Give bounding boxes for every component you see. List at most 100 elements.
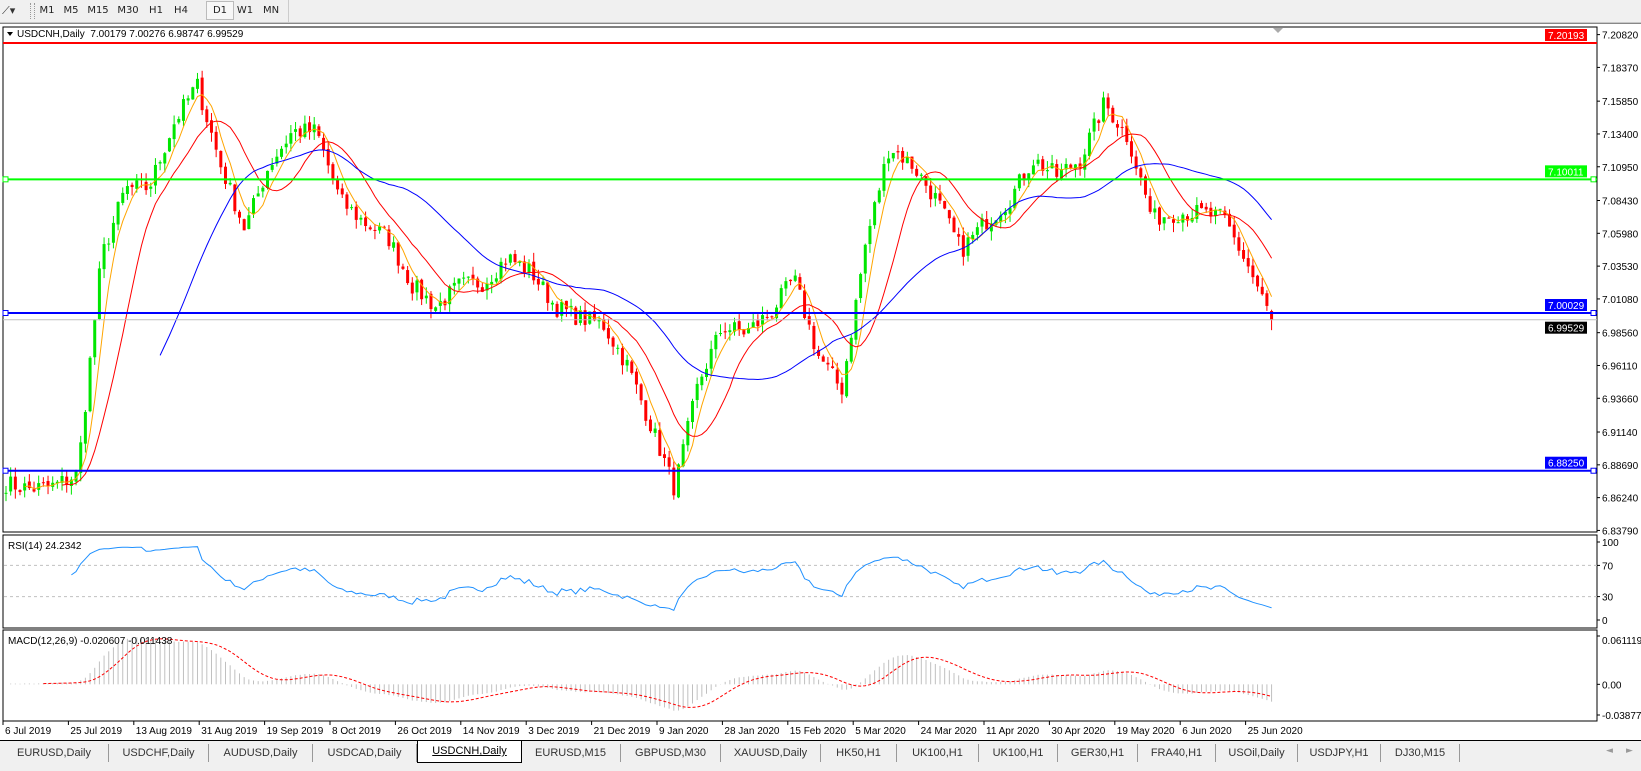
candle <box>359 214 363 226</box>
timeframe-m1-button[interactable]: M1 <box>39 5 55 16</box>
candle <box>275 149 279 167</box>
timeframe-toolbar: ⟋▾ M1 M5 M15 M30 H1 H4 D1 W1 MN <box>0 0 1641 23</box>
candle <box>41 477 45 487</box>
line-handle[interactable] <box>2 310 9 316</box>
chart-tab[interactable]: USDJPY,H1 <box>1298 744 1381 762</box>
rsi-tick-label: 70 <box>1602 561 1614 572</box>
candle <box>779 284 783 309</box>
toolbar-divider <box>288 0 289 22</box>
candle <box>406 265 410 285</box>
candle <box>1237 231 1241 256</box>
chart-tab[interactable]: EURUSD,Daily <box>0 744 109 762</box>
timeframe-d1-button[interactable]: D1 <box>206 1 234 20</box>
candle <box>4 485 8 502</box>
chart-tab[interactable]: AUDUSD,Daily <box>209 744 313 762</box>
candle <box>887 150 891 172</box>
macd-tick-label: -0.038777 <box>1602 711 1641 722</box>
candle <box>961 227 965 266</box>
candle <box>1195 197 1199 223</box>
candle <box>261 185 265 198</box>
price-tick-label: 6.98560 <box>1602 329 1639 340</box>
candle <box>1087 128 1091 160</box>
candle <box>1265 290 1269 311</box>
candle <box>826 356 830 371</box>
line-handle[interactable] <box>1590 176 1597 183</box>
chart-shift-marker-icon[interactable] <box>1273 28 1283 33</box>
line-price-label: 7.10011 <box>1548 167 1584 178</box>
price-tick-label: 7.18370 <box>1602 63 1639 74</box>
candle <box>69 476 73 495</box>
candle <box>859 272 863 303</box>
chart-tab[interactable]: FRA40,H1 <box>1138 744 1216 762</box>
candle <box>1013 185 1017 211</box>
candle <box>345 192 349 216</box>
candle <box>952 215 956 233</box>
candle <box>999 211 1003 229</box>
candle <box>1101 91 1105 123</box>
candle <box>630 359 634 375</box>
candle <box>18 489 22 496</box>
chart-tab[interactable]: UK100,H1 <box>897 744 979 762</box>
date-tick-label: 30 Apr 2020 <box>1051 726 1105 737</box>
price-tick-label: 7.20820 <box>1602 31 1639 42</box>
candle <box>564 300 568 317</box>
candle <box>350 204 354 211</box>
candle <box>882 156 886 197</box>
candle <box>88 356 92 413</box>
candle <box>1190 209 1194 223</box>
candle <box>471 266 475 286</box>
timeframe-h1-button[interactable]: H1 <box>149 5 163 16</box>
price-tick-label: 6.83790 <box>1602 526 1639 537</box>
candle <box>504 258 508 272</box>
chart-tab[interactable]: HK50,H1 <box>821 744 897 762</box>
chart-tab[interactable]: XAUUSD,Daily <box>721 744 821 762</box>
ma-fast-line <box>24 94 1273 490</box>
line-handle[interactable] <box>2 176 9 183</box>
date-tick-label: 15 Feb 2020 <box>790 726 847 737</box>
candle <box>1106 93 1110 116</box>
timeframe-m5-button[interactable]: M5 <box>63 5 79 16</box>
line-handle[interactable] <box>1590 467 1597 474</box>
timeframe-m30-button[interactable]: M30 <box>117 5 139 16</box>
line-handle[interactable] <box>2 467 9 474</box>
candle <box>1153 200 1157 219</box>
candle <box>172 115 176 148</box>
chart-tab[interactable]: GBPUSD,M30 <box>621 744 721 762</box>
candle <box>23 476 27 498</box>
candle <box>1176 216 1180 224</box>
candle <box>821 354 825 362</box>
candle <box>1031 159 1035 175</box>
price-tick-label: 7.05980 <box>1602 229 1639 240</box>
candle <box>840 377 844 404</box>
chart-tab[interactable]: GER30,H1 <box>1058 744 1138 762</box>
line-tool-icon[interactable]: ⟋▾ <box>2 4 16 17</box>
date-tick-label: 6 Jul 2019 <box>5 726 52 737</box>
candle <box>555 301 559 319</box>
collapse-triangle-icon[interactable] <box>7 32 13 36</box>
tab-scroll-right-icon[interactable]: ► <box>1626 746 1633 756</box>
timeframe-h4-button[interactable]: H4 <box>174 5 188 16</box>
timeframe-w1-button[interactable]: W1 <box>236 5 254 16</box>
candle <box>602 313 606 332</box>
chart-tab[interactable]: EURUSD,M15 <box>521 744 621 762</box>
candle <box>653 422 657 437</box>
candle <box>354 201 358 229</box>
chart-window[interactable]: 7.20820 7.18370 7.15850 7.13400 7.10950 7.084… <box>0 23 1641 740</box>
candle <box>1256 274 1260 292</box>
chart-canvas[interactable]: 7.20820 7.18370 7.15850 7.13400 7.10950 7.084… <box>0 24 1641 740</box>
chart-tab[interactable]: USOil,Daily <box>1216 744 1298 762</box>
candle <box>312 117 316 140</box>
line-handle[interactable] <box>1590 310 1597 316</box>
chart-tab[interactable]: UK100,H1 <box>979 744 1058 762</box>
chart-tab[interactable]: DJ30,M15 <box>1381 744 1460 762</box>
chart-tab[interactable]: USDCAD,Daily <box>313 744 417 762</box>
timeframe-mn-button[interactable]: MN <box>262 5 280 16</box>
price-tick-label: 6.96110 <box>1602 361 1638 372</box>
timeframe-m15-button[interactable]: M15 <box>87 5 109 16</box>
candle <box>396 241 400 274</box>
candle <box>863 243 867 283</box>
tab-scroll-left-icon[interactable]: ◄ <box>1606 746 1613 756</box>
candle <box>1134 150 1138 176</box>
chart-tab[interactable]: USDCNH,Daily <box>417 741 522 763</box>
chart-tab[interactable]: USDCHF,Daily <box>109 744 209 762</box>
